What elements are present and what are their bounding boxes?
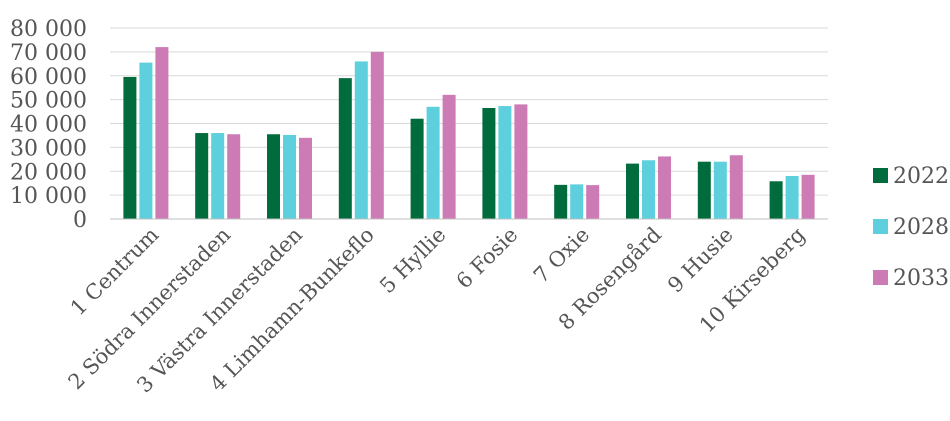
bar-2028-9 [713,161,727,219]
y-tick-label: 60 000 [10,65,87,90]
bar-2028-2 [211,133,225,219]
y-tick-label: 70 000 [10,41,87,66]
bar-2033-4 [370,51,384,219]
bar-2022-8 [626,163,639,219]
bar-2022-6 [482,107,496,219]
bar-2033-2 [227,134,241,219]
x-tick-label: 6 Fosie [452,223,523,294]
bar-2028-7 [570,184,584,219]
bar-2022-10 [769,181,783,219]
y-tick-label: 10 000 [10,184,87,209]
legend-label: 2022 [893,164,949,189]
bar-2028-3 [283,134,296,219]
bar-2022-3 [267,134,280,219]
bar-2022-5 [410,118,424,219]
bar-2028-8 [642,160,655,219]
bar-2033-5 [442,94,456,219]
legend-swatch-2022 [873,168,888,183]
legend-swatch-2028 [873,219,888,234]
bar-2033-6 [514,104,528,219]
x-tick-label: 9 Husie [663,223,738,298]
legend: 2022 2028 2033 [873,164,949,291]
bar-2028-1 [139,62,153,220]
bar-2022-1 [123,76,137,219]
y-tick-label: 80 000 [10,17,87,42]
bar-2022-2 [195,133,209,219]
bar-2033-1 [155,47,169,219]
bar-2033-7 [586,185,600,219]
y-tick-label: 50 000 [10,89,87,114]
bar-2033-9 [729,155,743,219]
x-tick-label: 5 Hyllie [375,223,451,299]
legend-label: 2028 [893,215,949,240]
bar-2028-5 [426,106,440,219]
bar-2022-7 [554,184,568,219]
y-tick-label: 40 000 [10,113,87,138]
bar-2022-4 [338,78,352,219]
y-tick-label: 30 000 [10,136,87,161]
legend-label: 2033 [893,266,949,291]
y-tick-label: 0 [73,208,87,233]
x-tick-label: 7 Oxie [529,223,594,288]
bar-2033-10 [801,174,815,219]
bar-2028-6 [498,106,512,219]
bar-2033-8 [658,156,671,219]
bar-2033-3 [299,137,312,219]
bar-2028-4 [354,61,368,219]
bar-2022-9 [697,161,711,219]
y-tick-label: 20 000 [10,160,87,185]
bar-2028-10 [785,176,799,219]
legend-swatch-2033 [873,270,888,285]
bars [123,47,815,220]
